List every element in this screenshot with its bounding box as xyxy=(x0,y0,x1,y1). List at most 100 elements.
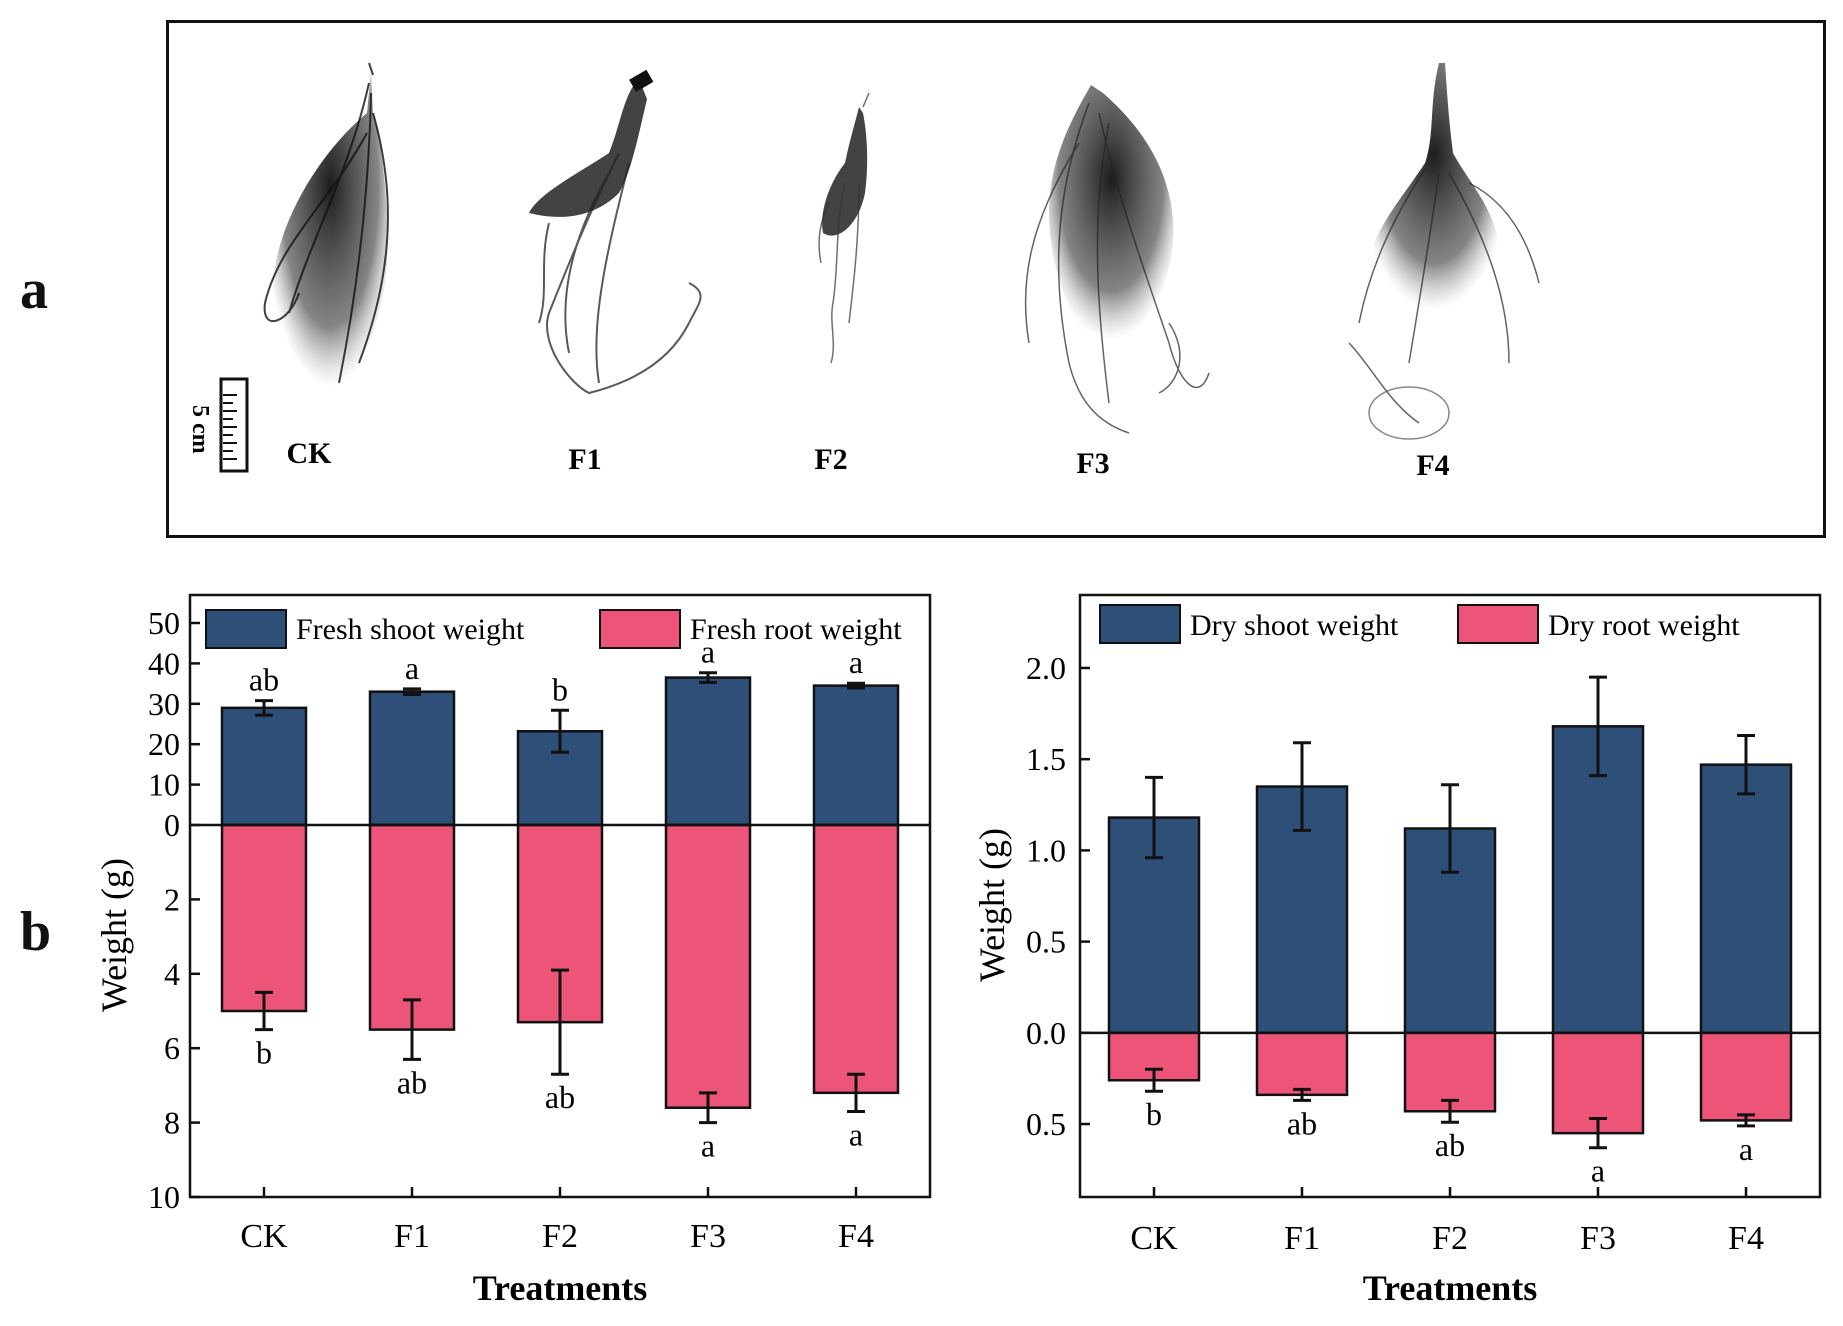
bar-dry-root-f1 xyxy=(1255,1031,1349,1097)
significance-letter-root: a xyxy=(849,1116,863,1152)
error-bar-fresh-root xyxy=(551,968,569,1076)
sample-label-f1: F1 xyxy=(568,443,601,476)
significance-letter-root: ab xyxy=(397,1064,427,1100)
legend: Fresh shoot weight Fresh root weight xyxy=(205,609,902,649)
significance-letter-shoot: b xyxy=(552,671,568,707)
legend-label-root: Dry root weight xyxy=(1548,609,1740,642)
legend: Dry shoot weight Dry root weight xyxy=(1099,604,1740,644)
significance-letter-root: b xyxy=(1146,1096,1162,1132)
y-tick-label: 10 xyxy=(148,767,180,803)
error-bar-fresh-root xyxy=(699,1091,717,1125)
bar-fresh-root-f4 xyxy=(812,823,900,1095)
x-tick-label: F4 xyxy=(1728,1220,1764,1257)
x-tick-label: F2 xyxy=(542,1218,578,1255)
legend-swatch-root xyxy=(1457,604,1539,644)
error-bar-fresh-shoot xyxy=(551,708,569,754)
x-tick-label: F3 xyxy=(1580,1220,1616,1257)
panel-label-a: a xyxy=(20,259,48,321)
significance-letter-shoot: a xyxy=(701,634,715,670)
error-bar-fresh-root xyxy=(847,1072,865,1113)
significance-letter-shoot: ab xyxy=(249,662,279,698)
root-scan-panel: 5 cm CK F1 xyxy=(166,20,1826,538)
legend-swatch-shoot xyxy=(1099,604,1181,644)
error-bar-dry-root xyxy=(1145,1067,1163,1093)
error-bar-fresh-shoot xyxy=(847,681,865,690)
bar-dry-shoot-f4 xyxy=(1699,763,1793,1035)
y-axis-label: Weight (g) xyxy=(972,828,1012,982)
error-bar-fresh-shoot xyxy=(255,699,273,717)
error-bar-dry-root xyxy=(1293,1087,1311,1102)
error-bar-dry-root xyxy=(1589,1117,1607,1150)
x-tick-label: F1 xyxy=(1284,1220,1320,1257)
y-tick-label: 4 xyxy=(164,956,180,992)
bar-fresh-shoot-f3 xyxy=(664,676,752,827)
bar-fresh-shoot-f1 xyxy=(368,690,456,827)
panel-label-b: b xyxy=(20,901,52,963)
x-tick-label: CK xyxy=(1130,1220,1178,1257)
error-bar-fresh-root xyxy=(403,998,421,1061)
x-tick-label: F4 xyxy=(838,1218,874,1255)
bar-fresh-shoot-f4 xyxy=(812,684,900,827)
y-tick-label: 0.5 xyxy=(1026,1106,1066,1142)
y-tick-label: 0 xyxy=(164,807,180,843)
y-tick-label: 0.0 xyxy=(1026,1015,1066,1051)
x-axis-label: Treatments xyxy=(473,1268,648,1308)
y-tick-label: 10 xyxy=(148,1179,180,1215)
significance-letter-root: a xyxy=(701,1128,715,1164)
legend-label-shoot: Fresh shoot weight xyxy=(296,613,525,646)
bar-dry-shoot-f3 xyxy=(1551,725,1645,1035)
scale-bar-label: 5 cm xyxy=(187,405,213,454)
error-bar-fresh-shoot xyxy=(699,671,717,684)
x-tick-label: F2 xyxy=(1432,1220,1468,1257)
bar-dry-root-f4 xyxy=(1699,1031,1793,1122)
error-bar-dry-root xyxy=(1737,1113,1755,1128)
significance-letter-root: a xyxy=(1591,1153,1605,1189)
y-tick-label: 30 xyxy=(148,686,180,722)
error-bar-fresh-shoot xyxy=(403,687,421,697)
y-axis-label: Weight (g) xyxy=(94,858,134,1012)
significance-letter-root: a xyxy=(1739,1131,1753,1167)
y-tick-label: 2.0 xyxy=(1026,650,1066,686)
root-image-f2 xyxy=(818,92,870,364)
y-tick-label: 2 xyxy=(164,881,180,917)
x-tick-label: F1 xyxy=(394,1218,430,1255)
error-bar-dry-shoot xyxy=(1145,775,1163,860)
sample-label-f3: F3 xyxy=(1076,447,1109,480)
y-tick-label: 40 xyxy=(148,645,180,681)
root-image-f4 xyxy=(1348,63,1540,440)
significance-letter-root: ab xyxy=(1287,1105,1317,1141)
significance-letter-root: b xyxy=(256,1035,272,1071)
error-bar-dry-shoot xyxy=(1737,733,1755,796)
fresh-weight-chart: 0 10 20 30 40 50 2 4 6 8 10 ab b CK a ab F1 b ab F2 a a F3 a a F4… xyxy=(94,593,932,1308)
x-axis-label: Treatments xyxy=(1363,1268,1538,1308)
y-tick-label: 6 xyxy=(164,1030,180,1066)
root-scan-image: 5 cm CK F1 xyxy=(187,62,1540,482)
error-bar-dry-root xyxy=(1441,1098,1459,1124)
bar-fresh-root-ck xyxy=(220,823,308,1013)
significance-letter-shoot: a xyxy=(405,650,419,686)
y-tick-label: 1.0 xyxy=(1026,832,1066,868)
y-tick-label: 50 xyxy=(148,605,180,641)
bar-fresh-shoot-ck xyxy=(220,706,308,827)
y-tick-label: 0.5 xyxy=(1026,924,1066,960)
error-bar-dry-shoot xyxy=(1589,675,1607,778)
x-tick-label: F3 xyxy=(690,1218,726,1255)
root-image-f1 xyxy=(529,69,702,395)
legend-label-root: Fresh root weight xyxy=(690,613,902,646)
error-bar-dry-shoot xyxy=(1441,783,1459,874)
error-bar-fresh-root xyxy=(255,990,273,1032)
bar-fresh-root-f3 xyxy=(664,823,752,1109)
legend-swatch-shoot xyxy=(205,609,287,649)
significance-letter-root: ab xyxy=(545,1079,575,1115)
x-tick-label: CK xyxy=(240,1218,288,1255)
sample-label-ck: CK xyxy=(287,437,333,470)
scale-bar: 5 cm xyxy=(187,377,249,473)
error-bar-dry-shoot xyxy=(1293,741,1311,832)
y-tick-label: 8 xyxy=(164,1105,180,1141)
y-tick-label: 20 xyxy=(148,726,180,762)
dry-weight-chart: 2.0 1.5 1.0 0.5 0.0 0.5 b CK ab F1 ab F2 a F3 a F4 Dry … xyxy=(972,593,1822,1308)
legend-swatch-root xyxy=(599,609,681,649)
root-image-f3 xyxy=(1024,85,1210,434)
significance-letter-shoot: a xyxy=(849,644,863,680)
legend-label-shoot: Dry shoot weight xyxy=(1190,609,1399,642)
